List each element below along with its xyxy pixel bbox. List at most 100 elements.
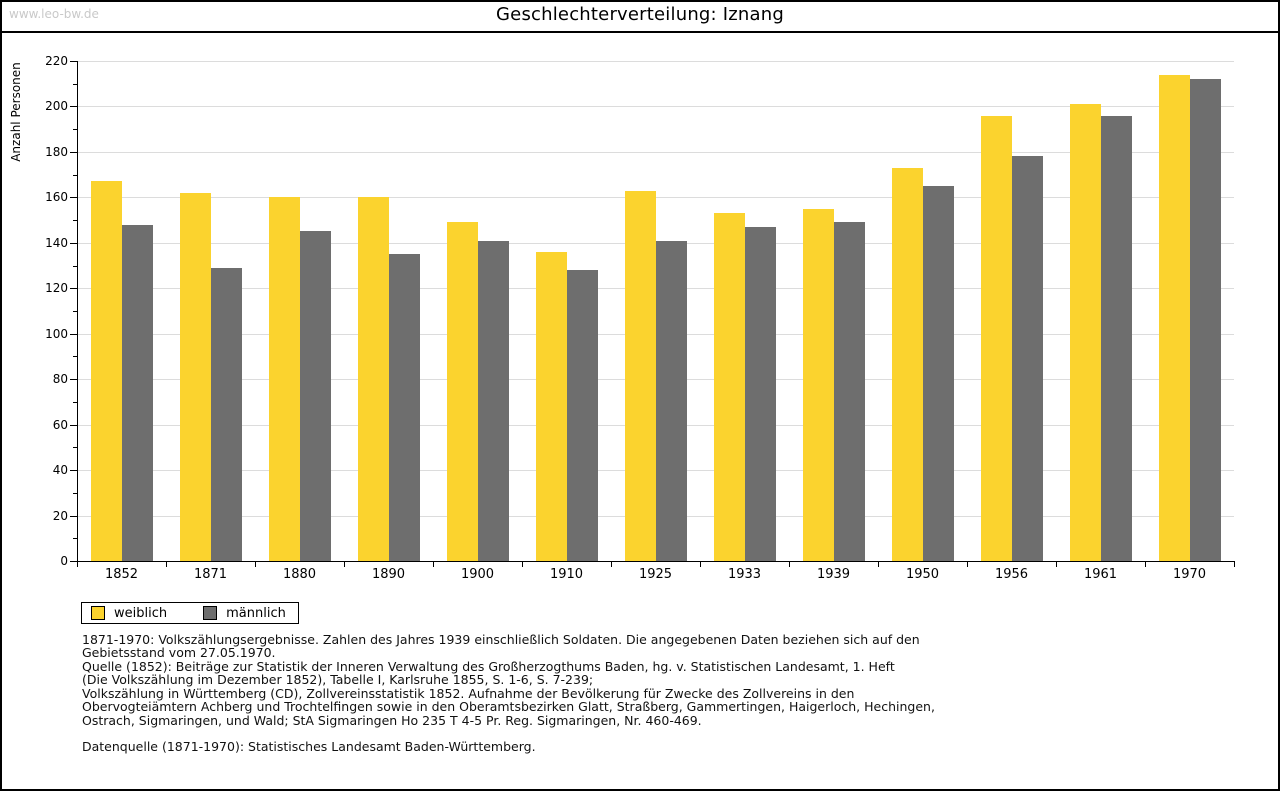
footnote-line: Ostrach, Sigmaringen, und Wald; StA Sigm… [82, 712, 702, 728]
legend: weiblich männlich [81, 602, 299, 624]
y-minor-tick-50 [73, 447, 77, 449]
x-category-label-1871: 1871 [193, 567, 228, 582]
gridline-y-180 [78, 151, 1234, 153]
bar-weiblich-1852 [91, 181, 122, 561]
y-tick-label-100: 100 [45, 326, 68, 341]
x-category-label-1852: 1852 [104, 567, 139, 582]
x-tick-5 [522, 562, 523, 567]
y-tick-label-20: 20 [52, 508, 68, 523]
y-minor-tick-210 [73, 83, 77, 85]
bar-männlich-1910 [567, 270, 598, 561]
y-tick-label-60: 60 [52, 417, 68, 432]
bar-männlich-1970 [1190, 79, 1221, 561]
x-category-label-1910: 1910 [549, 567, 584, 582]
y-tick-label-140: 140 [45, 235, 68, 250]
y-tick-label-200: 200 [45, 99, 68, 114]
y-major-tick-60 [70, 424, 77, 426]
legend-swatch-weiblich [91, 606, 105, 620]
x-tick-10 [967, 562, 968, 567]
legend-item-maennlich: männlich [203, 606, 286, 621]
gridline-y-220 [78, 61, 1234, 62]
bar-männlich-1956 [1012, 156, 1043, 561]
bar-weiblich-1880 [269, 197, 300, 561]
y-minor-tick-190 [73, 129, 77, 131]
bar-weiblich-1910 [536, 251, 567, 561]
gridline-y-160 [78, 197, 1234, 199]
x-tick-13 [1234, 562, 1235, 567]
footnote-line: Quelle (1852): Beiträge zur Statistik de… [82, 658, 895, 674]
legend-label-maennlich: männlich [226, 605, 286, 621]
y-minor-tick-90 [73, 356, 77, 358]
bar-männlich-1933 [745, 226, 776, 561]
y-major-tick-20 [70, 515, 77, 517]
y-axis-line [77, 61, 78, 562]
x-category-label-1925: 1925 [638, 567, 673, 582]
x-tick-6 [611, 562, 612, 567]
y-tick-label-220: 220 [45, 54, 68, 68]
footnote-line: Datenquelle (1871-1970): Statistisches L… [82, 739, 536, 755]
y-minor-tick-150 [73, 220, 77, 222]
y-major-tick-40 [70, 470, 77, 472]
y-major-tick-200 [70, 106, 77, 108]
legend-swatch-maennlich [203, 606, 218, 620]
x-category-label-1900: 1900 [460, 567, 495, 582]
chart-title: Geschlechterverteilung: Iznang [496, 4, 784, 25]
bar-weiblich-1925 [625, 190, 656, 561]
y-minor-tick-70 [73, 401, 77, 403]
y-minor-tick-130 [73, 265, 77, 267]
watermark-text: www.leo-bw.de [9, 7, 99, 21]
bar-weiblich-1939 [803, 208, 834, 561]
x-tick-4 [433, 562, 434, 567]
y-tick-label-120: 120 [45, 281, 68, 296]
y-major-tick-160 [70, 197, 77, 199]
x-category-label-1970: 1970 [1172, 567, 1207, 582]
x-category-label-1933: 1933 [727, 567, 762, 582]
footnote-line: (Die Volkszählung im Dezember 1852), Tab… [82, 672, 594, 688]
bar-männlich-1939 [834, 222, 865, 561]
y-major-tick-80 [70, 379, 77, 381]
footnote-line: Obervogteiämtern Achberg und Trochtelfin… [82, 699, 935, 715]
x-category-label-1950: 1950 [905, 567, 940, 582]
x-category-label-1880: 1880 [282, 567, 317, 582]
y-major-tick-100 [70, 333, 77, 335]
y-tick-label-180: 180 [45, 144, 68, 159]
bar-weiblich-1961 [1070, 104, 1101, 561]
bar-weiblich-1871 [180, 192, 211, 561]
y-tick-label-80: 80 [52, 372, 68, 387]
x-tick-2 [255, 562, 256, 567]
footnote-line: Volkszählung in Württemberg (CD), Zollve… [82, 685, 855, 701]
bar-männlich-1961 [1101, 115, 1132, 561]
bar-männlich-1925 [656, 240, 687, 561]
x-category-label-1956: 1956 [994, 567, 1029, 582]
y-major-tick-180 [70, 151, 77, 153]
y-minor-tick-10 [73, 538, 77, 540]
bar-weiblich-1970 [1159, 74, 1190, 561]
footnote-paragraph-sources: 1871-1970: Volkszählungsergebnisse. Zahl… [82, 633, 935, 728]
x-category-label-1961: 1961 [1083, 567, 1118, 582]
y-minor-tick-30 [73, 492, 77, 494]
x-tick-8 [789, 562, 790, 567]
y-tick-label-0: 0 [60, 554, 68, 568]
legend-label-weiblich: weiblich [114, 605, 168, 621]
x-tick-7 [700, 562, 701, 567]
y-major-tick-220 [70, 61, 77, 62]
y-major-tick-120 [70, 288, 77, 290]
bar-männlich-1890 [389, 254, 420, 561]
bar-weiblich-1900 [447, 222, 478, 561]
bar-männlich-1871 [211, 267, 242, 561]
x-tick-12 [1145, 562, 1146, 567]
header-band: www.leo-bw.de Geschlechterverteilung: Iz… [2, 2, 1278, 33]
x-category-label-1939: 1939 [816, 567, 851, 582]
footnotes: 1871-1970: Volkszählungsergebnisse. Zahl… [82, 633, 935, 754]
bar-weiblich-1933 [714, 213, 745, 561]
x-tick-1 [166, 562, 167, 567]
x-axis-line [77, 561, 1235, 562]
bar-weiblich-1950 [892, 167, 923, 561]
x-tick-3 [344, 562, 345, 567]
y-minor-tick-170 [73, 174, 77, 176]
x-tick-0 [77, 562, 78, 567]
bar-weiblich-1956 [981, 115, 1012, 561]
bar-männlich-1852 [122, 224, 153, 561]
bar-weiblich-1890 [358, 197, 389, 561]
y-tick-label-40: 40 [52, 463, 68, 478]
